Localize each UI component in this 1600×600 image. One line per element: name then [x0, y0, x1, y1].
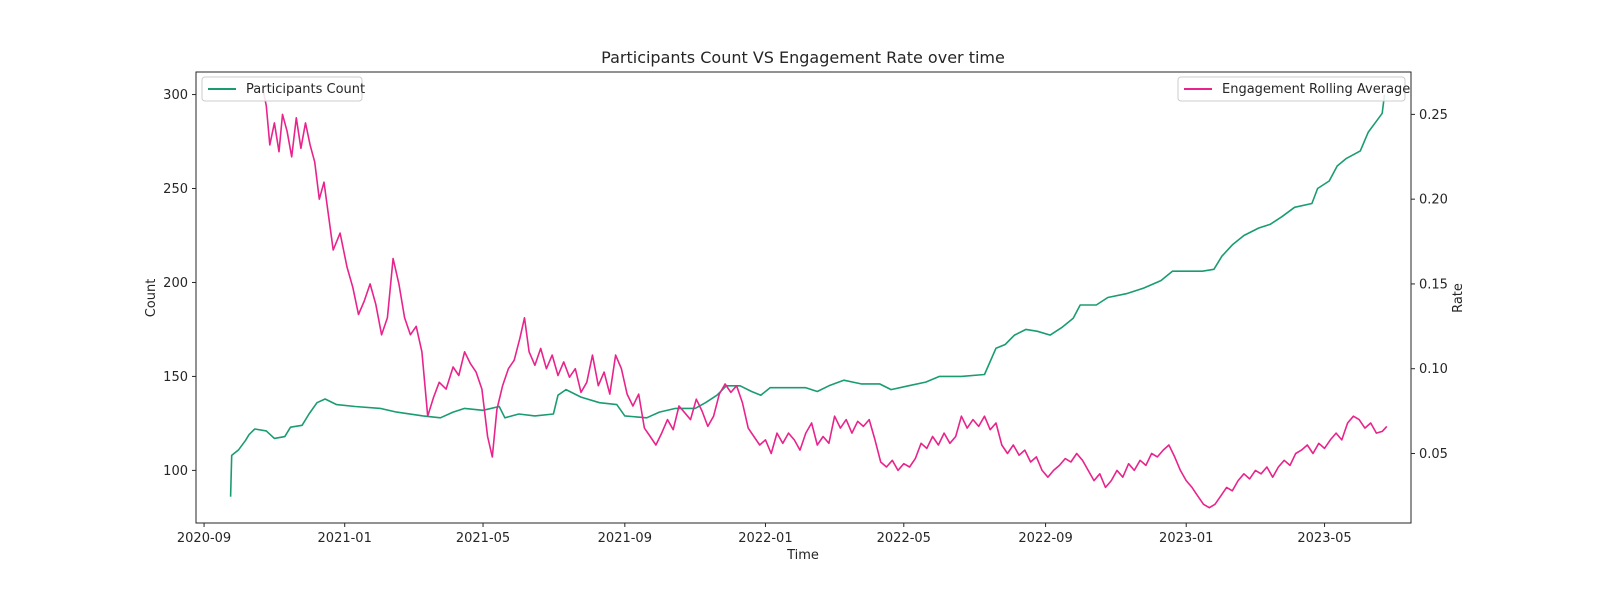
x-tick-label: 2021-05	[456, 531, 510, 546]
y-left-tick-label: 100	[163, 464, 188, 479]
y-right-tick-label: 0.15	[1419, 277, 1448, 292]
y-right-tick-label: 0.20	[1419, 193, 1448, 208]
x-tick-label: 2021-09	[598, 531, 652, 546]
chart-title: Participants Count VS Engagement Rate ov…	[601, 48, 1005, 67]
legend-label: Participants Count	[246, 82, 365, 97]
x-tick-label: 2022-09	[1018, 531, 1072, 546]
x-axis: 2020-09 2021-01 2021-05 2021-09 2022-01 2022-…	[177, 523, 1352, 546]
y-axis-right: 0.05 0.10 0.15 0.20 0.25	[1411, 108, 1448, 462]
legend-label: Engagement Rolling Average	[1222, 82, 1410, 97]
x-tick-label: 2022-01	[738, 531, 792, 546]
x-axis-label: Time	[786, 548, 819, 563]
x-tick-label: 2021-01	[318, 531, 372, 546]
plot-frame	[195, 71, 1412, 524]
y-left-tick-label: 250	[163, 182, 188, 197]
legend-engagement: Engagement Rolling Average	[1177, 76, 1410, 102]
y-axis-left: 100 150 200 250 300	[163, 88, 196, 479]
legend-box	[1177, 76, 1406, 102]
y-left-tick-label: 200	[163, 276, 188, 291]
x-tick-label: 2023-01	[1159, 531, 1213, 546]
y-right-tick-label: 0.25	[1419, 108, 1448, 123]
y-left-tick-label: 150	[163, 370, 188, 385]
x-tick-label: 2020-09	[177, 531, 231, 546]
y-axis-left-label: Count	[144, 279, 159, 318]
legend-box	[201, 76, 363, 102]
y-axis-right-label: Rate	[1451, 283, 1466, 313]
x-tick-label: 2023-05	[1297, 531, 1351, 546]
series-lines	[229, 88, 1388, 509]
participants-count-line	[229, 94, 1386, 497]
y-left-tick-label: 300	[163, 88, 188, 103]
engagement-rolling-average-line	[262, 88, 1388, 509]
y-right-tick-label: 0.05	[1419, 447, 1448, 462]
x-tick-label: 2022-05	[877, 531, 931, 546]
legend-participants: Participants Count	[201, 76, 365, 102]
y-right-tick-label: 0.10	[1419, 362, 1448, 377]
